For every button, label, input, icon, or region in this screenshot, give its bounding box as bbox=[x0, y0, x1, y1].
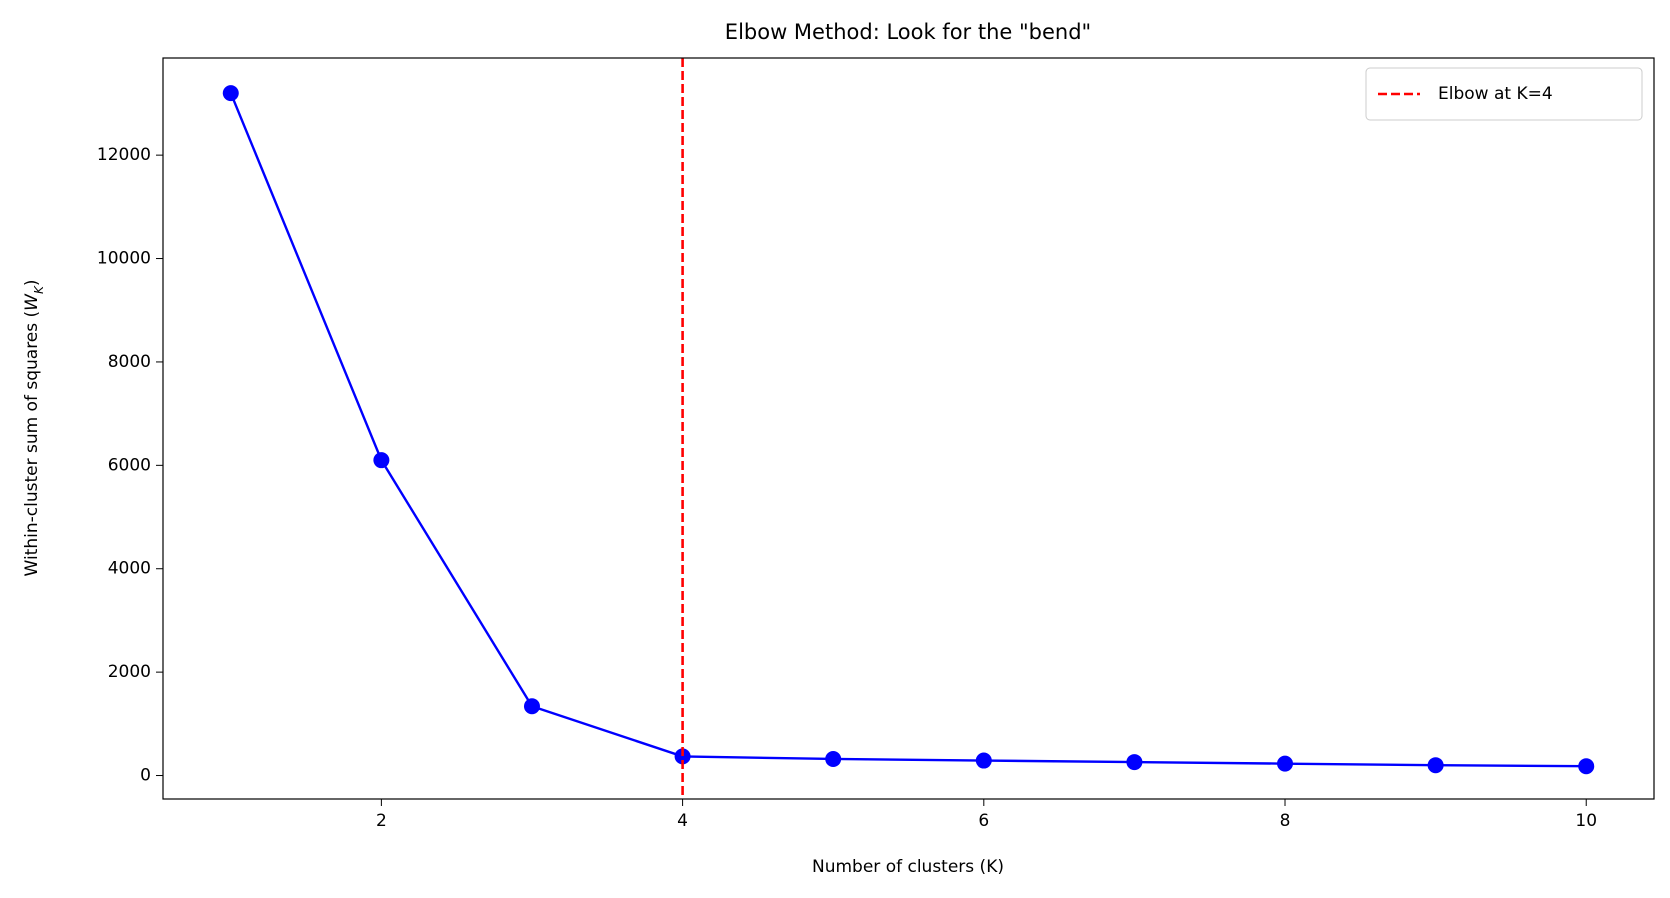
legend-box bbox=[1365, 67, 1643, 121]
data-point bbox=[1126, 754, 1143, 771]
x-tick-label: 8 bbox=[1280, 811, 1291, 831]
x-tick-label: 4 bbox=[677, 811, 688, 831]
chart-title: Elbow Method: Look for the "bend" bbox=[725, 20, 1091, 44]
data-line bbox=[229, 92, 1587, 768]
x-tick-label: 10 bbox=[1575, 811, 1597, 831]
y-axis-label: Within-cluster sum of squares (WK) bbox=[22, 280, 46, 577]
data-point bbox=[1578, 758, 1595, 775]
y-tick-label: 8000 bbox=[108, 352, 151, 372]
data-point bbox=[825, 750, 842, 767]
data-point bbox=[1277, 755, 1294, 772]
data-point bbox=[674, 748, 691, 765]
y-tick-label: 4000 bbox=[108, 559, 151, 579]
plot-frame bbox=[162, 57, 1655, 800]
y-tick-label: 0 bbox=[140, 766, 151, 786]
x-tick-label: 6 bbox=[978, 811, 989, 831]
data-point bbox=[1427, 757, 1444, 774]
legend-label: Elbow at K=4 bbox=[1438, 84, 1553, 104]
y-tick-label: 6000 bbox=[108, 455, 151, 475]
x-axis-label: Number of clusters (K) bbox=[812, 857, 1004, 877]
y-tick-label: 2000 bbox=[108, 662, 151, 682]
y-tick-label: 10000 bbox=[97, 249, 151, 269]
data-point bbox=[523, 698, 540, 715]
y-tick-label: 12000 bbox=[97, 145, 151, 165]
data-point bbox=[222, 85, 239, 102]
x-tick-label: 2 bbox=[376, 811, 387, 831]
data-point bbox=[373, 452, 390, 469]
data-point bbox=[975, 752, 992, 769]
